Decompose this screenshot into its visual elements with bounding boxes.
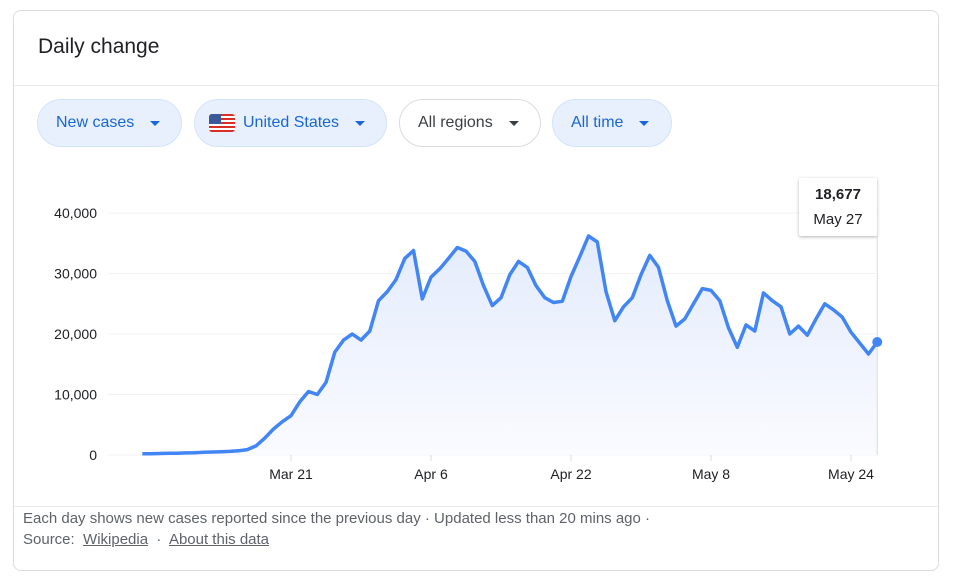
x-tick-label: Apr 22	[550, 466, 591, 482]
divider	[14, 506, 938, 507]
x-tick-label: May 24	[828, 466, 874, 482]
caret-down-icon	[639, 120, 650, 126]
tooltip-date: May 27	[813, 211, 863, 228]
caret-down-icon	[150, 120, 161, 126]
x-tick-label: Apr 6	[414, 466, 448, 482]
wikipedia-link[interactable]: Wikipedia	[83, 531, 149, 548]
series-line	[142, 234, 879, 456]
us-flag-icon	[209, 114, 235, 132]
x-tick-label: May 8	[692, 466, 730, 482]
country-label: United States	[243, 114, 340, 131]
metric-label: New cases	[56, 114, 135, 131]
region-label: All regions	[418, 114, 493, 131]
country-dropdown[interactable]: United States	[194, 99, 387, 147]
tooltip-value: 18,677	[815, 186, 861, 203]
y-tick-label: 20,000	[54, 326, 97, 342]
y-tick-label: 10,000	[54, 387, 97, 403]
separator: ·	[156, 531, 162, 548]
y-tick-label: 30,000	[54, 266, 97, 282]
highlight-point[interactable]	[872, 337, 883, 348]
area-fill	[142, 236, 878, 455]
y-tick-label: 0	[89, 447, 97, 463]
card-title: Daily change	[38, 35, 160, 58]
time-range-label: All time	[571, 114, 624, 131]
x-tick-label: Mar 21	[269, 466, 313, 482]
footer: Each day shows new cases reported since …	[23, 508, 650, 550]
metric-dropdown[interactable]: New cases	[37, 99, 182, 147]
divider	[14, 85, 938, 86]
time-range-dropdown[interactable]: All time	[552, 99, 672, 147]
source-label: Source:	[23, 531, 75, 548]
y-tick-label: 40,000	[54, 205, 97, 221]
caret-down-icon	[355, 120, 366, 126]
region-dropdown[interactable]: All regions	[399, 99, 541, 147]
tooltip: 18,677 May 27	[799, 178, 877, 236]
footer-note: Each day shows new cases reported since …	[23, 510, 651, 527]
caret-down-icon	[508, 120, 519, 126]
about-data-link[interactable]: About this data	[168, 531, 270, 548]
daily-change-card: Daily change	[13, 10, 939, 571]
